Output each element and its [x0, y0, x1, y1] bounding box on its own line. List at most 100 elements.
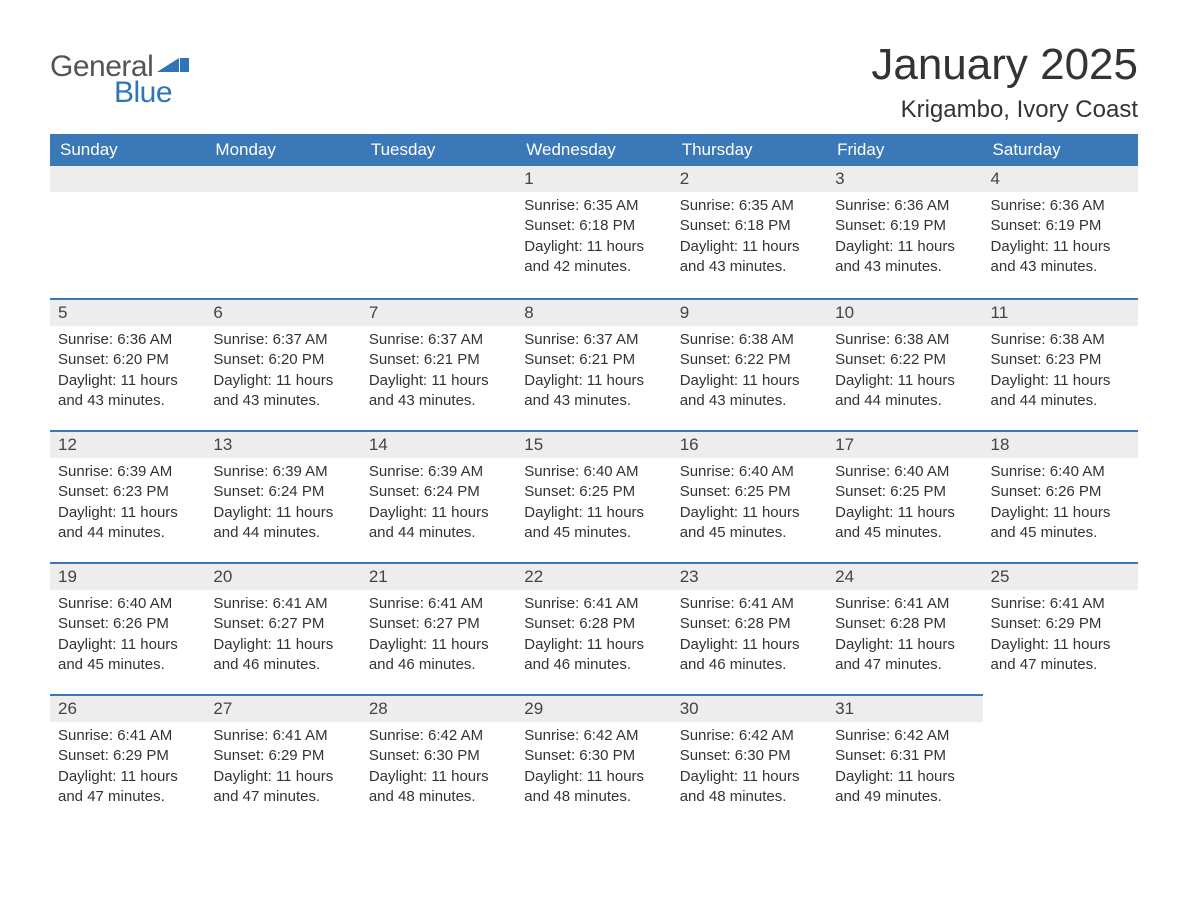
daylight-line: Daylight: 11 hours and 46 minutes.	[524, 635, 663, 676]
day-details: Sunrise: 6:36 AMSunset: 6:19 PMDaylight:…	[983, 192, 1138, 283]
day-details: Sunrise: 6:41 AMSunset: 6:28 PMDaylight:…	[672, 590, 827, 681]
day-cell: 15Sunrise: 6:40 AMSunset: 6:25 PMDayligh…	[516, 430, 671, 562]
weekday-header: Friday	[827, 134, 982, 166]
sunset-line: Sunset: 6:26 PM	[58, 614, 197, 634]
logo: General Blue	[50, 50, 191, 110]
day-cell: 24Sunrise: 6:41 AMSunset: 6:28 PMDayligh…	[827, 562, 982, 694]
day-details: Sunrise: 6:40 AMSunset: 6:25 PMDaylight:…	[516, 458, 671, 549]
sunset-line: Sunset: 6:19 PM	[835, 216, 974, 236]
day-details: Sunrise: 6:35 AMSunset: 6:18 PMDaylight:…	[516, 192, 671, 283]
day-number: 11	[983, 298, 1138, 326]
day-cell: 7Sunrise: 6:37 AMSunset: 6:21 PMDaylight…	[361, 298, 516, 430]
sunrise-line: Sunrise: 6:42 AM	[835, 726, 974, 746]
day-details: Sunrise: 6:36 AMSunset: 6:20 PMDaylight:…	[50, 326, 205, 417]
day-details: Sunrise: 6:41 AMSunset: 6:27 PMDaylight:…	[205, 590, 360, 681]
day-cell: 10Sunrise: 6:38 AMSunset: 6:22 PMDayligh…	[827, 298, 982, 430]
week-row: 1Sunrise: 6:35 AMSunset: 6:18 PMDaylight…	[50, 166, 1138, 298]
day-cell: 29Sunrise: 6:42 AMSunset: 6:30 PMDayligh…	[516, 694, 671, 826]
sunrise-line: Sunrise: 6:41 AM	[835, 594, 974, 614]
sunrise-line: Sunrise: 6:42 AM	[369, 726, 508, 746]
weekday-header-row: Sunday Monday Tuesday Wednesday Thursday…	[50, 134, 1138, 166]
sunset-line: Sunset: 6:30 PM	[680, 746, 819, 766]
day-cell: 11Sunrise: 6:38 AMSunset: 6:23 PMDayligh…	[983, 298, 1138, 430]
day-cell: 18Sunrise: 6:40 AMSunset: 6:26 PMDayligh…	[983, 430, 1138, 562]
daylight-line: Daylight: 11 hours and 44 minutes.	[213, 503, 352, 544]
daylight-line: Daylight: 11 hours and 43 minutes.	[524, 371, 663, 412]
sunrise-line: Sunrise: 6:40 AM	[680, 462, 819, 482]
day-details: Sunrise: 6:40 AMSunset: 6:26 PMDaylight:…	[50, 590, 205, 681]
sunrise-line: Sunrise: 6:40 AM	[991, 462, 1130, 482]
day-number: 24	[827, 562, 982, 590]
sunset-line: Sunset: 6:19 PM	[991, 216, 1130, 236]
day-number: 7	[361, 298, 516, 326]
day-cell: 22Sunrise: 6:41 AMSunset: 6:28 PMDayligh…	[516, 562, 671, 694]
sunset-line: Sunset: 6:23 PM	[58, 482, 197, 502]
daylight-line: Daylight: 11 hours and 43 minutes.	[991, 237, 1130, 278]
sunset-line: Sunset: 6:20 PM	[213, 350, 352, 370]
sunset-line: Sunset: 6:31 PM	[835, 746, 974, 766]
sunset-line: Sunset: 6:18 PM	[680, 216, 819, 236]
daylight-line: Daylight: 11 hours and 43 minutes.	[835, 237, 974, 278]
day-cell: 16Sunrise: 6:40 AMSunset: 6:25 PMDayligh…	[672, 430, 827, 562]
sunrise-line: Sunrise: 6:39 AM	[213, 462, 352, 482]
sunset-line: Sunset: 6:20 PM	[58, 350, 197, 370]
sunset-line: Sunset: 6:28 PM	[835, 614, 974, 634]
daylight-line: Daylight: 11 hours and 47 minutes.	[213, 767, 352, 808]
day-number: 17	[827, 430, 982, 458]
weekday-header: Saturday	[983, 134, 1138, 166]
sunset-line: Sunset: 6:25 PM	[680, 482, 819, 502]
day-details: Sunrise: 6:38 AMSunset: 6:22 PMDaylight:…	[827, 326, 982, 417]
day-cell: 5Sunrise: 6:36 AMSunset: 6:20 PMDaylight…	[50, 298, 205, 430]
week-row: 12Sunrise: 6:39 AMSunset: 6:23 PMDayligh…	[50, 430, 1138, 562]
week-row: 26Sunrise: 6:41 AMSunset: 6:29 PMDayligh…	[50, 694, 1138, 826]
day-details: Sunrise: 6:39 AMSunset: 6:24 PMDaylight:…	[205, 458, 360, 549]
day-number: 6	[205, 298, 360, 326]
weekday-header: Monday	[205, 134, 360, 166]
sunrise-line: Sunrise: 6:42 AM	[524, 726, 663, 746]
sunrise-line: Sunrise: 6:41 AM	[524, 594, 663, 614]
day-cell	[50, 166, 205, 298]
day-details: Sunrise: 6:41 AMSunset: 6:28 PMDaylight:…	[827, 590, 982, 681]
day-cell: 13Sunrise: 6:39 AMSunset: 6:24 PMDayligh…	[205, 430, 360, 562]
daylight-line: Daylight: 11 hours and 48 minutes.	[680, 767, 819, 808]
sunrise-line: Sunrise: 6:41 AM	[991, 594, 1130, 614]
day-cell: 26Sunrise: 6:41 AMSunset: 6:29 PMDayligh…	[50, 694, 205, 826]
sunrise-line: Sunrise: 6:42 AM	[680, 726, 819, 746]
calendar-body: 1Sunrise: 6:35 AMSunset: 6:18 PMDaylight…	[50, 166, 1138, 826]
day-details: Sunrise: 6:36 AMSunset: 6:19 PMDaylight:…	[827, 192, 982, 283]
day-number: 23	[672, 562, 827, 590]
day-number: 30	[672, 694, 827, 722]
sunrise-line: Sunrise: 6:38 AM	[680, 330, 819, 350]
day-number: 10	[827, 298, 982, 326]
daylight-line: Daylight: 11 hours and 47 minutes.	[58, 767, 197, 808]
weekday-header: Tuesday	[361, 134, 516, 166]
daylight-line: Daylight: 11 hours and 45 minutes.	[524, 503, 663, 544]
page-header: General Blue January 2025 Krigambo, Ivor…	[50, 40, 1138, 124]
day-cell: 30 Sunrise: 6:42 AMSunset: 6:30 PMDayligh…	[672, 694, 827, 826]
sunrise-line: Sunrise: 6:35 AM	[680, 196, 819, 216]
daylight-line: Daylight: 11 hours and 43 minutes.	[680, 237, 819, 278]
sunrise-line: Sunrise: 6:40 AM	[58, 594, 197, 614]
location-subtitle: Krigambo, Ivory Coast	[871, 96, 1138, 124]
daylight-line: Daylight: 11 hours and 47 minutes.	[835, 635, 974, 676]
day-details: Sunrise: 6:41 AMSunset: 6:29 PMDaylight:…	[983, 590, 1138, 681]
sunrise-line: Sunrise: 6:41 AM	[213, 594, 352, 614]
daylight-line: Daylight: 11 hours and 44 minutes.	[835, 371, 974, 412]
day-number: 15	[516, 430, 671, 458]
sunrise-line: Sunrise: 6:38 AM	[991, 330, 1130, 350]
sunset-line: Sunset: 6:27 PM	[369, 614, 508, 634]
sunrise-line: Sunrise: 6:35 AM	[524, 196, 663, 216]
sunset-line: Sunset: 6:30 PM	[524, 746, 663, 766]
empty-day-header	[361, 166, 516, 192]
day-details: Sunrise: 6:41 AMSunset: 6:29 PMDaylight:…	[205, 722, 360, 813]
day-number: 5	[50, 298, 205, 326]
day-details: Sunrise: 6:39 AMSunset: 6:24 PMDaylight:…	[361, 458, 516, 549]
day-details: Sunrise: 6:38 AMSunset: 6:22 PMDaylight:…	[672, 326, 827, 417]
daylight-line: Daylight: 11 hours and 43 minutes.	[213, 371, 352, 412]
day-cell	[205, 166, 360, 298]
sunrise-line: Sunrise: 6:39 AM	[58, 462, 197, 482]
title-block: January 2025 Krigambo, Ivory Coast	[871, 40, 1138, 124]
day-details: Sunrise: 6:37 AMSunset: 6:21 PMDaylight:…	[361, 326, 516, 417]
sunset-line: Sunset: 6:22 PM	[680, 350, 819, 370]
day-cell: 23Sunrise: 6:41 AMSunset: 6:28 PMDayligh…	[672, 562, 827, 694]
